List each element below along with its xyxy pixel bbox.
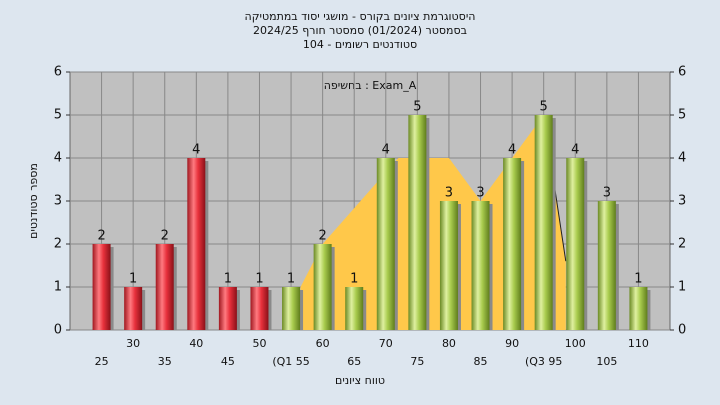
- y2-tick-label: 2: [678, 237, 686, 252]
- x-tick-label: 30: [126, 337, 140, 350]
- bar: [218, 287, 237, 330]
- x-tick-label: 110: [628, 337, 649, 350]
- data-label: 4: [508, 143, 516, 158]
- data-label: 1: [634, 272, 642, 287]
- data-label: 2: [318, 229, 326, 244]
- bar: [629, 287, 648, 330]
- x-tick-label: 25: [95, 355, 109, 368]
- bar: [345, 287, 364, 330]
- y2-tick-label: 6: [678, 65, 686, 80]
- data-label: 5: [413, 100, 421, 115]
- chart-subtitle: בסמסטר (01/2024) סמסטר חורף 2024/25: [253, 24, 467, 37]
- x-tick-label: 50: [252, 337, 266, 350]
- y-tick-label: 0: [54, 323, 62, 338]
- x-tick-label: 60: [316, 337, 330, 350]
- data-label: 3: [445, 186, 453, 201]
- data-label: 3: [603, 186, 611, 201]
- bar: [92, 244, 111, 330]
- x-tick-label: 65: [347, 355, 361, 368]
- x-tick-label: 70: [379, 337, 393, 350]
- y2-tick-label: 0: [678, 323, 686, 338]
- data-label: 3: [476, 186, 484, 201]
- bar: [597, 201, 616, 330]
- data-label: 1: [350, 272, 358, 287]
- y-tick-label: 2: [54, 237, 62, 252]
- data-label: 4: [192, 143, 200, 158]
- y-tick-label: 5: [54, 108, 62, 123]
- y2-tick-label: 3: [678, 194, 686, 209]
- x-tick-label: 80: [442, 337, 456, 350]
- bar: [282, 287, 301, 330]
- x-tick-label: (Q3 95: [525, 355, 562, 368]
- x-tick-label: 90: [505, 337, 519, 350]
- y2-tick-label: 4: [678, 151, 686, 166]
- x-tick-label: 85: [474, 355, 488, 368]
- data-label: 1: [255, 272, 263, 287]
- data-label: 1: [224, 272, 232, 287]
- data-label: 4: [571, 143, 579, 158]
- bar: [503, 158, 522, 330]
- data-label: 2: [97, 229, 105, 244]
- bar: [250, 287, 269, 330]
- bar: [376, 158, 395, 330]
- bar: [408, 115, 427, 330]
- x-tick-label: (Q1 55: [272, 355, 309, 368]
- x-tick-label: 105: [596, 355, 617, 368]
- y2-tick-label: 1: [678, 280, 686, 295]
- x-tick-label: 45: [221, 355, 235, 368]
- y-tick-label: 6: [54, 65, 62, 80]
- area: [300, 115, 566, 330]
- y-axis-label: מספר סטודנטים: [27, 163, 40, 239]
- x-axis-label: טווח ציונים: [335, 374, 385, 387]
- bar: [124, 287, 143, 330]
- chart-subtitle: סטודנטים רשומים - 104: [303, 38, 417, 51]
- y-tick-label: 4: [54, 151, 62, 166]
- y-tick-label: 3: [54, 194, 62, 209]
- bar: [155, 244, 174, 330]
- data-label: 5: [540, 100, 548, 115]
- x-tick-label: 100: [565, 337, 586, 350]
- bar: [313, 244, 332, 330]
- bar: [534, 115, 553, 330]
- data-label: 1: [129, 272, 137, 287]
- data-label: 1: [287, 272, 295, 287]
- x-tick-label: 40: [189, 337, 203, 350]
- bar: [187, 158, 206, 330]
- bar: [439, 201, 458, 330]
- data-label: 2: [161, 229, 169, 244]
- y-tick-label: 1: [54, 280, 62, 295]
- y2-tick-label: 5: [678, 108, 686, 123]
- data-label: 4: [382, 143, 390, 158]
- x-tick-label: 75: [410, 355, 424, 368]
- annotation: Exam_A : בחשיפה: [324, 79, 417, 92]
- x-tick-label: 35: [158, 355, 172, 368]
- bar: [566, 158, 585, 330]
- chart-title: היסטוגרמת ציונים בקורס - מושגי יסוד במתמ…: [245, 10, 476, 23]
- bar: [471, 201, 490, 330]
